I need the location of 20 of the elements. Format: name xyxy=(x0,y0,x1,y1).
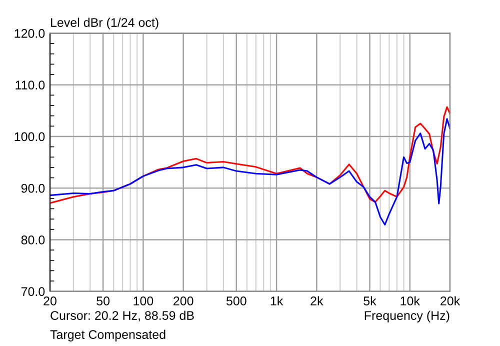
x-tick-label: 50 xyxy=(96,296,110,306)
x-tick-label: 100 xyxy=(134,296,154,306)
y-tick-label: 80.0 xyxy=(21,236,45,244)
x-tick-label: 1k xyxy=(270,296,284,306)
x-tick-label: 200 xyxy=(174,296,194,306)
x-tick-label: 500 xyxy=(226,296,246,306)
chart-title: Level dBr (1/24 oct) xyxy=(51,18,158,30)
x-tick-label: 10k xyxy=(400,296,420,306)
x-tick-label: 20k xyxy=(440,296,460,306)
x-tick-label: 20 xyxy=(44,296,56,306)
text: Cursor: 20.2 Hz, 88.59 dB xyxy=(50,310,194,322)
x-tick-label: 2k xyxy=(310,296,324,306)
y-tick-label: 110.0 xyxy=(16,80,45,90)
y-tick-label: 70.0 xyxy=(21,287,45,296)
y-tick-label: 90.0 xyxy=(21,184,45,193)
x-axis-title: Frequency (Hz) xyxy=(364,310,450,322)
x-tick-label: 5k xyxy=(364,296,376,306)
text: Target Compensated xyxy=(50,330,166,342)
y-tick-label: 120.0 xyxy=(14,29,45,38)
y-tick-label: 100.0 xyxy=(14,132,45,142)
